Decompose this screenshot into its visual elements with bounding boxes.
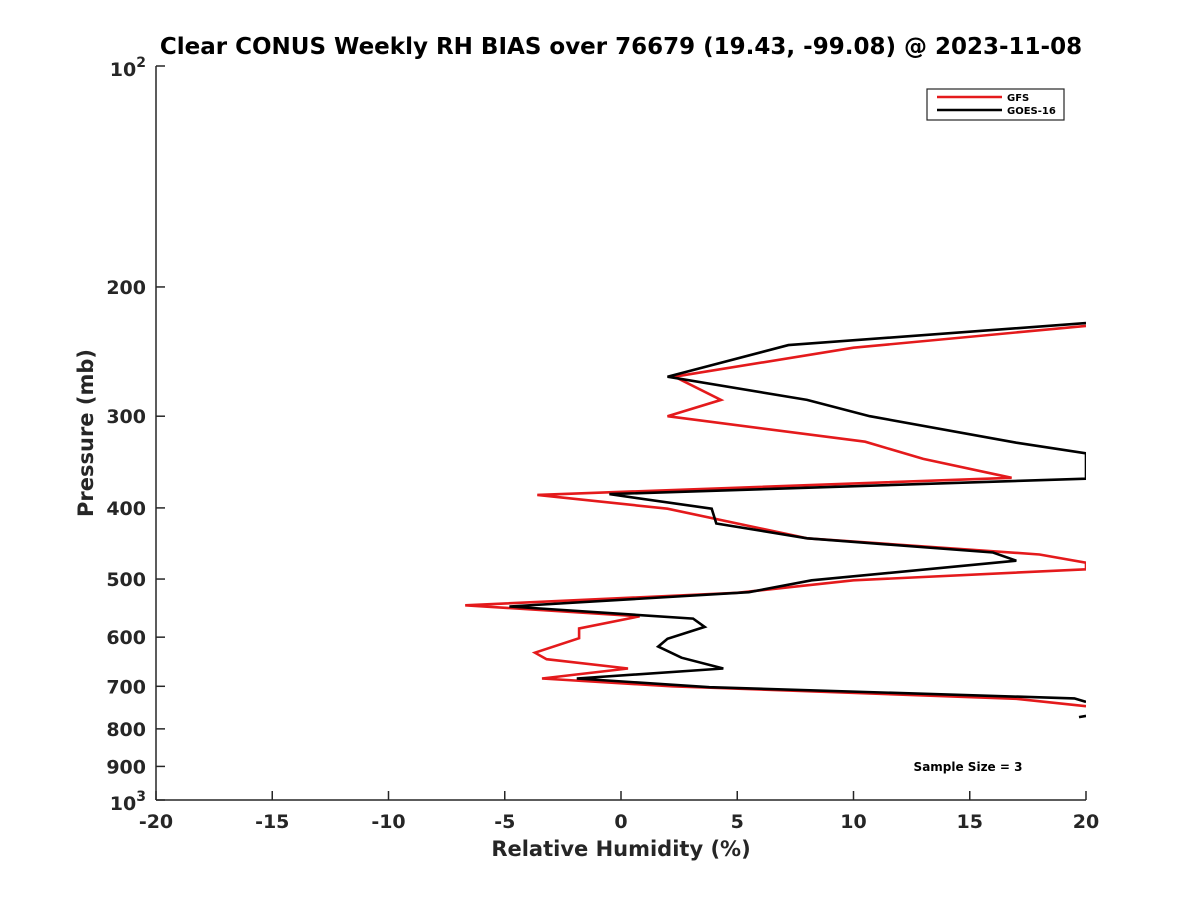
x-axis-label: Relative Humidity (%) <box>491 837 750 861</box>
x-tick-label: -5 <box>494 811 515 833</box>
y-tick-label: 500 <box>106 569 146 591</box>
y-tick-label: 200 <box>106 277 146 299</box>
x-tick-label: -10 <box>371 811 405 833</box>
y-axis-label: Pressure (mb) <box>74 349 98 517</box>
x-tick-label: 0 <box>614 811 627 833</box>
series-line-segment-goes-16 <box>1078 714 1086 719</box>
y-tick-label: 300 <box>106 406 146 428</box>
chart-title: Clear CONUS Weekly RH BIAS over 76679 (1… <box>160 34 1082 60</box>
legend-goes16-label: GOES-16 <box>1007 106 1056 117</box>
y-tick-label: 400 <box>106 498 146 520</box>
legend-gfs-label: GFS <box>1007 93 1029 104</box>
y-tick-label: 700 <box>106 676 146 698</box>
y-tick-label-exponent: 103 <box>110 789 146 815</box>
sample-size-annotation: Sample Size = 3 <box>914 760 1023 774</box>
legend-box <box>926 88 1065 121</box>
series-line-goes-16 <box>509 321 1086 704</box>
y-tick-label: 800 <box>106 719 146 741</box>
legend: GFS GOES-16 <box>926 88 1065 121</box>
x-tick-label: 15 <box>957 811 983 833</box>
x-tick-label: -15 <box>255 811 289 833</box>
x-tick-label: -20 <box>139 811 173 833</box>
x-tick-label: 10 <box>840 811 866 833</box>
y-tick-label: 900 <box>106 756 146 778</box>
y-tick-label-exponent: 102 <box>110 55 146 81</box>
series-layer <box>465 321 1086 719</box>
axes-layer: -20 -15 -10 -5 0 5 10 15 20 200 300 400 500 600 700 800… <box>106 55 1099 833</box>
x-tick-label: 20 <box>1073 811 1099 833</box>
y-tick-label: 600 <box>106 627 146 649</box>
x-tick-label: 5 <box>731 811 744 833</box>
series-line-gfs <box>465 324 1086 708</box>
